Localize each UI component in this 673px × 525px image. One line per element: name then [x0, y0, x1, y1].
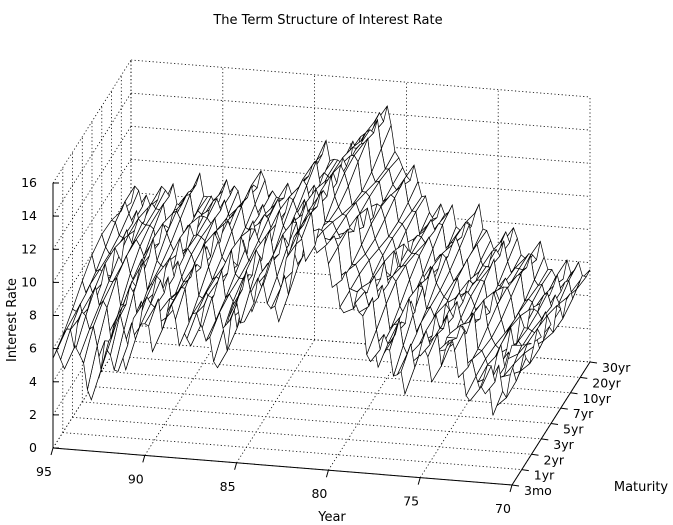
rate-tick-label: 6: [29, 341, 37, 356]
year-tick-label: 85: [220, 479, 236, 494]
year-tick-label: 80: [311, 486, 327, 501]
back-wall-gridline: [130, 159, 591, 197]
floor-gridline: [82, 401, 542, 440]
maturity-tick-label: 10yr: [583, 391, 612, 406]
maturity-tick-label: 30yr: [602, 360, 631, 375]
maturity-tick-mark: [511, 484, 520, 487]
interest-rate-tick-labels: 0 2 4 6 8 10 12 14 16: [21, 175, 37, 455]
left-wall-gridline: [52, 92, 132, 217]
maturity-tick-mark: [550, 423, 559, 425]
maturity-tick-label: 1yr: [534, 468, 555, 483]
surface-mesh: [52, 105, 591, 416]
year-tick-mark: [50, 447, 54, 456]
rate-tick-label: 4: [29, 374, 37, 389]
maturity-tick-label: 2yr: [544, 452, 565, 467]
surface-cell: [52, 328, 67, 359]
floor-gridline: [91, 386, 552, 424]
year-tick-label: 95: [36, 464, 52, 479]
year-tick-mark: [509, 484, 513, 493]
left-wall-gridline: [52, 59, 132, 184]
year-axis-line: [52, 447, 513, 486]
rate-tick-label: 16: [21, 175, 37, 190]
maturity-tick-mark: [580, 376, 588, 379]
year-tick-mark: [142, 455, 146, 463]
rate-tick-label: 2: [29, 407, 37, 422]
left-wall-gridline: [52, 159, 132, 283]
maturity-tick-mark: [531, 453, 539, 456]
floor-gridline: [101, 370, 561, 409]
axes: [50, 182, 598, 493]
back-wall-gridline: [130, 92, 591, 131]
maturity-tick-label: 3mo: [524, 483, 552, 498]
maturity-tick-label: 20yr: [592, 375, 621, 390]
z-axis-label: Interest Rate: [5, 278, 20, 362]
maturity-tick-label: 5yr: [563, 422, 584, 437]
floor-gridline: [144, 332, 224, 456]
maturity-tick-label: 3yr: [553, 437, 574, 452]
year-tick-label: 70: [495, 501, 511, 516]
maturity-tick-label: 7yr: [573, 406, 594, 421]
rate-tick-label: 12: [21, 241, 37, 256]
rate-tick-label: 10: [21, 274, 37, 289]
year-tick-labels: 95 90 85 80 75 70: [36, 464, 511, 516]
floor-gridline: [328, 346, 407, 471]
rate-tick-label: 14: [21, 208, 37, 223]
x-axis-label: Year: [317, 510, 346, 525]
year-tick-label: 75: [403, 494, 419, 509]
maturity-tick-mark: [521, 469, 529, 472]
maturity-tick-mark: [589, 361, 598, 364]
floor-gridline: [62, 432, 522, 470]
rate-tick-label: 0: [29, 440, 37, 455]
rate-tick-label: 8: [29, 308, 37, 323]
floor-gridline: [121, 340, 581, 378]
back-wall-gridline: [130, 59, 591, 98]
chart-title: The Term Structure of Interest Rate: [212, 13, 442, 28]
left-wall-gridline: [52, 126, 132, 250]
floor-gridline: [72, 416, 532, 455]
year-tick-mark: [325, 470, 329, 478]
maturity-tick-mark: [560, 407, 568, 410]
year-tick-mark: [417, 477, 421, 485]
y-axis-label: Maturity: [614, 480, 669, 495]
floor-gridline: [111, 355, 571, 394]
year-tick-label: 90: [128, 471, 144, 486]
maturity-tick-mark: [541, 438, 549, 441]
year-tick-mark: [234, 462, 238, 470]
back-wall-gridline: [130, 125, 591, 164]
maturity-tick-mark: [570, 392, 578, 395]
